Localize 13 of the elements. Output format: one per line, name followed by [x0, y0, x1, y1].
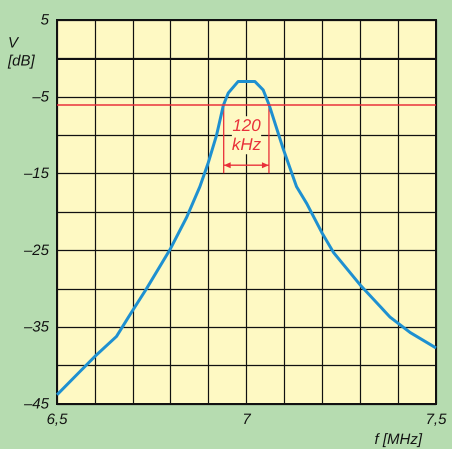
y-tick-label: 5	[40, 12, 50, 28]
y-tick-label: –45	[22, 396, 50, 412]
y-tick-label: –15	[22, 165, 50, 182]
y-tick-label: –35	[22, 318, 50, 336]
y-axis-title: V [dB]	[7, 34, 36, 70]
line-series	[56, 80, 438, 396]
annotation: 120 kHz	[232, 116, 262, 154]
y-tick-label: –25	[22, 242, 50, 259]
x-axis-title: f [MHz]	[374, 431, 423, 448]
y-tick-label: –5	[31, 88, 50, 106]
x-tick-label: 7,5	[426, 411, 448, 428]
x-tick-label: 6,5	[46, 411, 68, 428]
x-tick-label: 7	[242, 411, 252, 428]
